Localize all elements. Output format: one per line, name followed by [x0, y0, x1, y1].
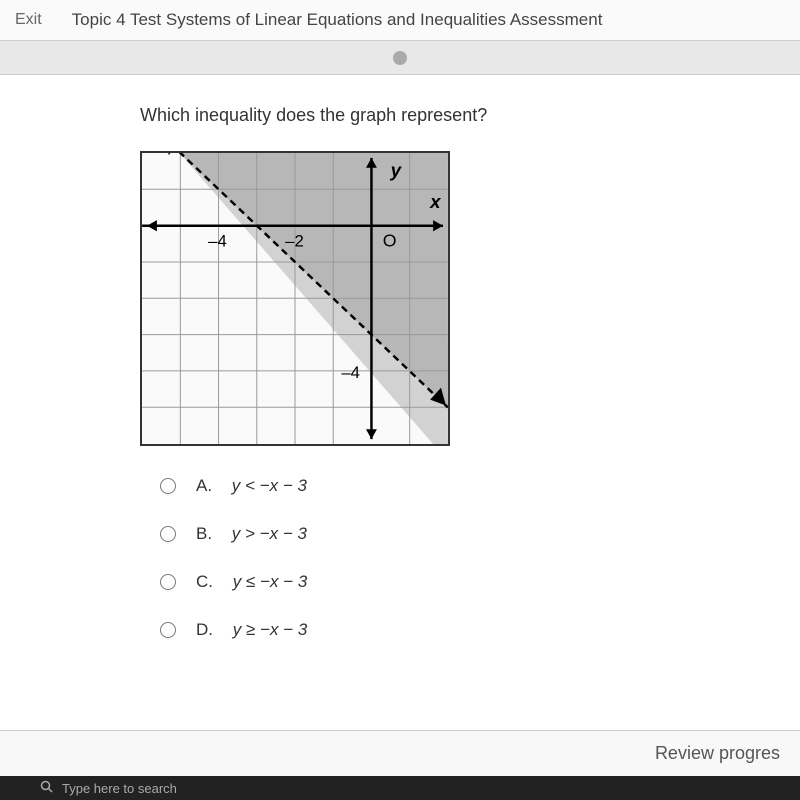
taskbar-search-text[interactable]: Type here to search [62, 781, 177, 796]
radio-a[interactable] [160, 478, 176, 494]
answer-label-b: B. y > −x − 3 [196, 524, 307, 544]
answer-label-c: C. y ≤ −x − 3 [196, 572, 307, 592]
topic-title: Topic 4 Test Systems of Linear Equations… [72, 10, 603, 30]
question-prompt: Which inequality does the graph represen… [140, 105, 760, 126]
content-area: Which inequality does the graph represen… [0, 75, 800, 755]
radio-b[interactable] [160, 526, 176, 542]
answer-option-c[interactable]: C. y ≤ −x − 3 [140, 572, 760, 592]
answer-label-a: A. y < −x − 3 [196, 476, 307, 496]
y-axis-label: y [390, 160, 403, 181]
answer-label-d: D. y ≥ −x − 3 [196, 620, 307, 640]
exit-link[interactable]: Exit [15, 11, 42, 29]
graph: y x O –4 –2 –4 [140, 151, 450, 446]
toolbar-dot-icon [393, 51, 407, 65]
neg-two-x-label: –2 [285, 232, 304, 251]
taskbar: Type here to search [0, 776, 800, 800]
answer-option-b[interactable]: B. y > −x − 3 [140, 524, 760, 544]
search-icon[interactable] [40, 780, 54, 797]
arrow-y-down [366, 429, 377, 439]
toolbar [0, 41, 800, 75]
radio-c[interactable] [160, 574, 176, 590]
review-progress-link[interactable]: Review progres [655, 743, 780, 764]
origin-label: O [383, 231, 397, 251]
graph-svg: y x O –4 –2 –4 [142, 153, 448, 444]
answer-option-a[interactable]: A. y < −x − 3 [140, 476, 760, 496]
neg-four-x-label: –4 [208, 232, 227, 251]
footer: Review progres [0, 730, 800, 776]
x-axis-label: x [429, 191, 442, 212]
line-arrow-tl [164, 153, 180, 155]
radio-d[interactable] [160, 622, 176, 638]
answer-option-d[interactable]: D. y ≥ −x − 3 [140, 620, 760, 640]
arrow-x-left [147, 220, 157, 231]
neg-four-y-label: –4 [341, 363, 360, 382]
header: Exit Topic 4 Test Systems of Linear Equa… [0, 0, 800, 41]
